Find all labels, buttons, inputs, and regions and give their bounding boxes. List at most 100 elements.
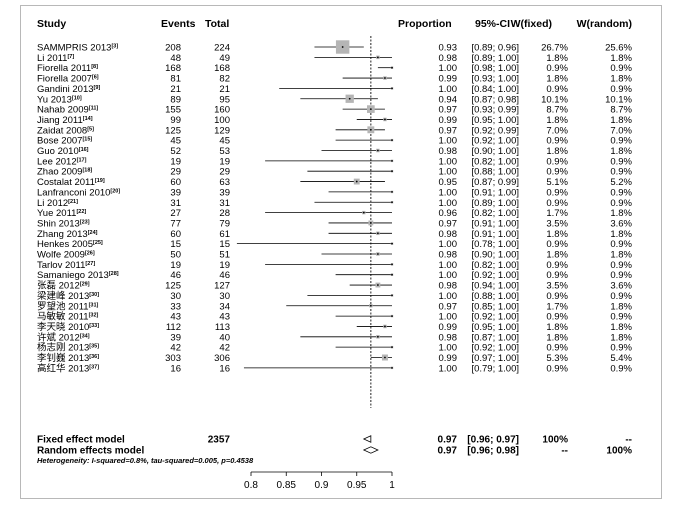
point-estimate [377,284,379,286]
study-name: Nahab 2009[11] [37,105,98,116]
study-events: 52 [170,146,181,157]
study-name: Lanfranconi 2010[20] [37,187,120,198]
study-weight-random: 7.0% [610,125,632,136]
study-ci: [0.82; 1.00] [471,260,519,271]
point-estimate [377,149,379,152]
study-total: 53 [219,146,230,157]
study-name: 罗望池 2011[31] [37,300,99,312]
study-ci: [0.95; 1.00] [471,322,519,333]
study-total: 113 [215,322,230,333]
study-weight-random: 0.9% [610,63,632,74]
study-weight-random: 1.8% [610,301,632,312]
study-reference: [21] [68,199,78,205]
study-reference: [31] [89,302,99,308]
study-weight-fixed: 0.9% [546,239,568,250]
study-weight-fixed: 3.5% [546,218,568,229]
study-ci: [0.97; 1.00] [471,353,519,364]
study-weight-fixed: 8.7% [546,105,568,116]
study-ci: [0.90; 1.00] [471,146,519,157]
study-reference: [19] [95,178,105,184]
study-row: Wolfe 2009[26] 50 51 0.98 [0.90; 1.00] 1.8% 1.… [37,250,633,261]
study-name: Henkes 2005[25] [37,239,103,250]
point-estimate [369,108,372,110]
study-proportion: 1.00 [439,136,458,147]
point-estimate [391,139,393,142]
point-estimate [391,87,393,90]
x-tick-label: 0.85 [277,480,297,491]
study-ci: [0.92; 1.00] [471,136,519,147]
summary-weight-random: -- [625,435,632,446]
study-ci: [0.82; 1.00] [471,156,519,167]
study-total: 61 [219,229,230,240]
header-events: Events [161,18,196,30]
study-weight-random: 1.8% [610,115,632,126]
study-row: 李天晓 2010[33] 112 113 0.99 [0.95; 1.00] 1.8% 1.… [37,321,633,333]
x-tick-label: 0.8 [244,480,258,491]
study-proportion: 0.95 [439,177,458,188]
study-total: 34 [219,301,230,312]
study-total: 19 [219,156,230,167]
study-proportion: 0.98 [439,281,458,292]
study-ci: [0.91; 1.00] [471,218,519,229]
study-proportion: 1.00 [439,63,458,74]
study-total: 160 [214,105,230,116]
point-estimate [391,366,393,369]
study-weight-random: 3.6% [610,281,632,292]
study-ci: [0.88; 1.00] [471,291,519,302]
study-proportion: 0.96 [439,208,458,219]
x-tick-label: 1 [389,480,395,491]
study-row: Lanfranconi 2010[20] 39 39 1.00 [0.91; 1.00]… [37,187,633,198]
study-row: 罗望池 2011[31] 33 34 0.97 [0.85; 1.00] 1.7% 1.8% [37,300,633,312]
study-row: Fiorella 2011[8] 168 168 1.00 [0.98; 1.00] 0.… [37,63,633,74]
study-weight-random: 1.8% [610,250,632,261]
point-estimate [384,77,386,79]
study-events: 39 [170,187,181,198]
study-name: 许斌 2012[34] [37,331,90,343]
summary-ci: [0.96; 0.97] [467,435,519,446]
study-weight-fixed: 0.9% [546,270,568,281]
point-estimate [348,97,351,100]
point-estimate [341,46,344,48]
study-proportion: 0.99 [439,353,458,364]
point-estimate [391,170,393,173]
study-proportion: 0.94 [439,94,458,105]
study-weight-fixed: 0.9% [546,363,568,374]
study-ci: [0.78; 1.00] [471,239,519,250]
study-ci: [0.92; 1.00] [471,270,519,281]
study-reference: [36] [89,354,99,360]
study-ci: [0.91; 1.00] [471,187,519,198]
study-ci: [0.91; 1.00] [471,229,519,240]
study-name: 张磊 2012[29] [37,281,90,292]
study-ci: [0.95; 1.00] [471,115,519,126]
study-proportion: 1.00 [439,270,458,281]
study-weight-random: 1.8% [610,208,632,219]
study-events: 19 [170,156,181,167]
study-total: 42 [219,343,230,354]
study-name: Fiorella 2007[6] [37,74,99,85]
study-total: 95 [219,94,230,105]
study-total: 16 [219,363,230,374]
study-total: 127 [214,281,230,292]
point-estimate [391,191,393,193]
study-ci: [0.89; 1.00] [471,198,519,209]
study-row: 张磊 2012[29] 125 127 0.98 [0.94; 1.00] 3.5% 3.6… [37,281,633,292]
study-proportion: 1.00 [439,239,458,250]
study-ci: [0.92; 1.00] [471,343,519,354]
summary-diamond [362,435,372,443]
study-proportion: 1.00 [439,187,458,198]
study-total: 82 [219,74,230,85]
study-events: 27 [170,208,181,219]
study-name: Samaniego 2013[28] [37,270,119,281]
header-ci: 95%-CI [475,18,510,30]
study-reference: [18] [82,168,92,174]
study-total: 19 [219,260,230,271]
study-row: Guo 2010[16] 52 53 0.98 [0.90; 1.00] 1.8% 1.8% [37,146,633,157]
heterogeneity-text: Heterogeneity: I-squared=0.8%, tau-squar… [37,456,254,465]
study-proportion: 0.99 [439,115,458,126]
summary-proportion: 0.97 [438,435,458,446]
study-ci: [0.92; 1.00] [471,312,519,323]
study-total: 31 [219,198,230,209]
study-events: 33 [170,301,181,312]
study-weight-fixed: 1.8% [546,53,568,64]
study-ci: [0.84; 1.00] [471,84,519,95]
